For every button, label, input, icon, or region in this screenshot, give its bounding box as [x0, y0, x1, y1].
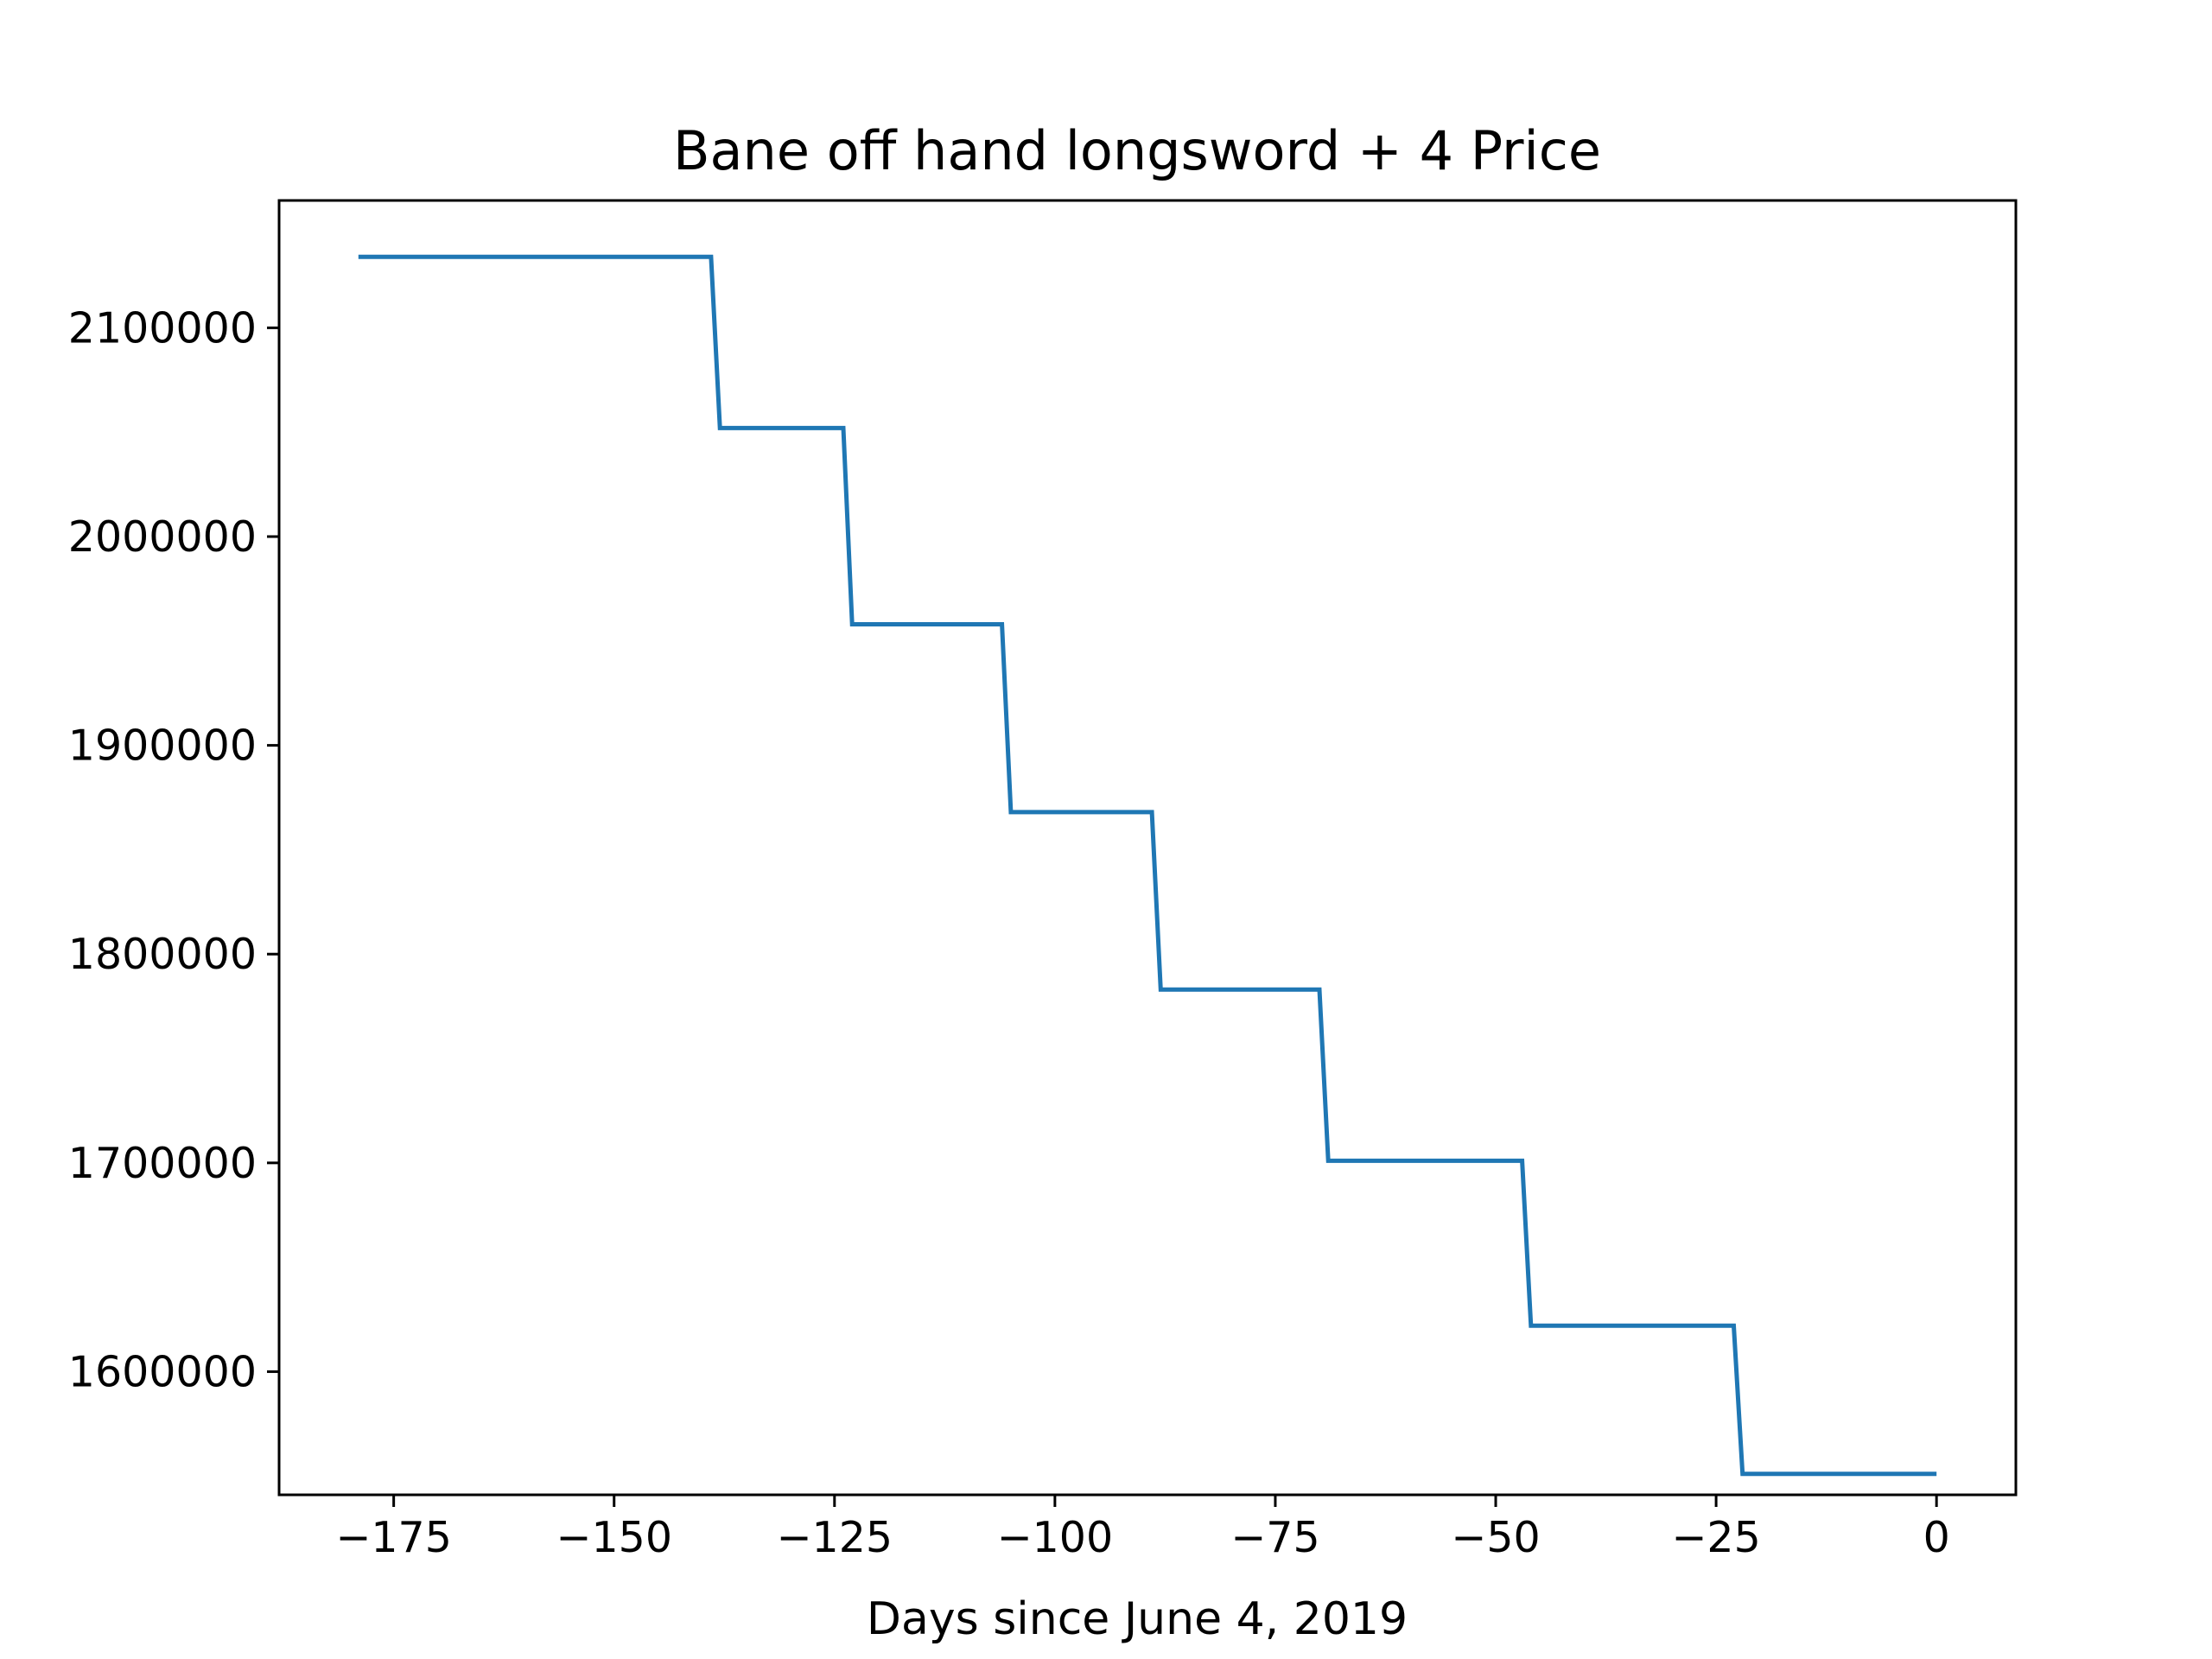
y-tick-label: 1600000 [68, 1347, 257, 1396]
x-tick-label: −25 [1671, 1513, 1760, 1562]
plot-area [277, 199, 2018, 1497]
y-tick-label: 2000000 [68, 512, 257, 562]
y-tick-label: 1900000 [68, 721, 257, 771]
chart-title: Bane off hand longsword + 4 Price [673, 119, 1601, 182]
x-tick-label: −75 [1230, 1513, 1319, 1562]
x-tick-label: −100 [997, 1513, 1114, 1562]
plot-frame [277, 199, 2018, 1497]
y-axis: 1600000 1700000 1800000 1900000 2000000 21000… [68, 303, 279, 1396]
x-tick-label: −50 [1451, 1513, 1540, 1562]
x-tick-label: −175 [335, 1513, 452, 1562]
y-tick-label: 1800000 [68, 930, 257, 979]
x-tick-label: 0 [1923, 1513, 1950, 1562]
y-tick-label: 1700000 [68, 1139, 257, 1188]
series-line [358, 254, 1937, 1477]
x-axis-label: Days since June 4, 2019 [867, 1593, 1408, 1645]
series-layer [358, 254, 1937, 1477]
x-tick-label: −125 [776, 1513, 893, 1562]
x-tick-label: −150 [556, 1513, 672, 1562]
y-tick-label: 2100000 [68, 303, 257, 353]
x-axis: −175 −150 −125 −100 −75 −50 −25 0 [335, 1495, 1950, 1562]
